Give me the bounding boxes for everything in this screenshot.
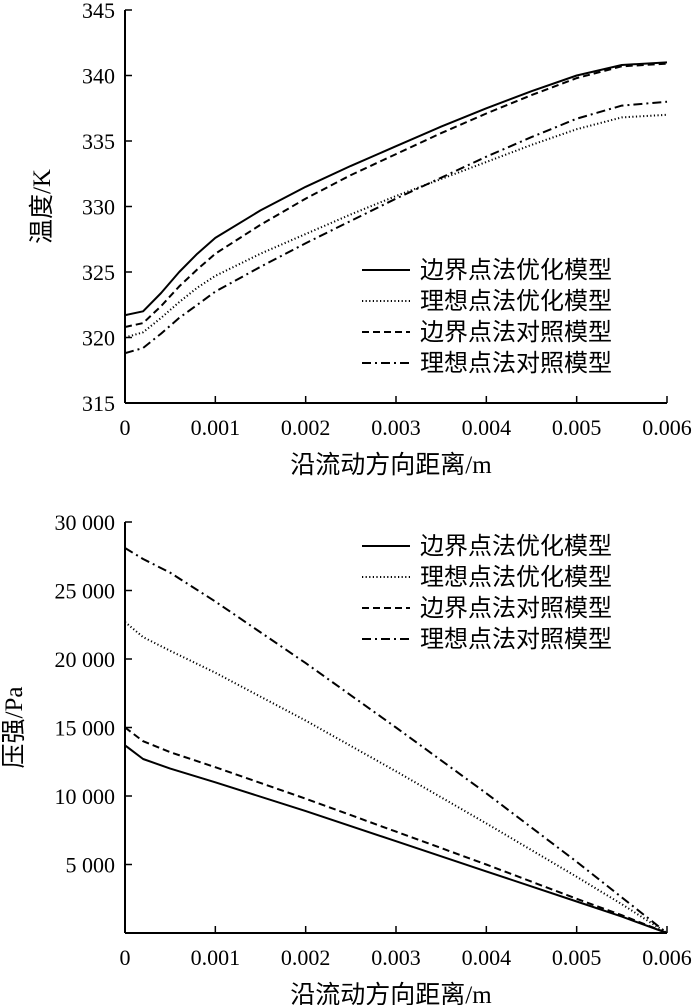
x-tick-label: 0.001 xyxy=(191,415,241,440)
legend-label-1: 理想点法优化模型 xyxy=(420,564,612,591)
temperature-chart: 0 0.001 0.002 0.003 0.004 0.005 0.006 315 320 325… xyxy=(28,0,692,479)
x-tick-label: 0 xyxy=(120,415,131,440)
y-axis-label: 压强/Pa xyxy=(1,687,28,769)
series-line-1 xyxy=(124,621,668,934)
y-tick-label: 5 000 xyxy=(66,853,116,878)
legend-label-3: 理想点法对照模型 xyxy=(420,626,612,653)
y-tick-label: 320 xyxy=(82,326,115,351)
x-tick-label: 0.002 xyxy=(281,415,331,440)
x-axis-label: 沿流动方向距离/m xyxy=(290,451,492,479)
legend-label-1: 理想点法优化模型 xyxy=(420,288,612,315)
legend-label-0: 边界点法优化模型 xyxy=(420,257,612,284)
x-tick-label: 0.005 xyxy=(552,945,602,970)
series-line-0 xyxy=(124,61,668,317)
y-tick-label: 10 000 xyxy=(55,784,116,809)
series-line-3 xyxy=(124,100,668,355)
y-tick-label: 25 000 xyxy=(55,579,116,604)
series-line-0 xyxy=(124,744,668,934)
x-axis-label: 沿流动方向距离/m xyxy=(290,981,492,1005)
x-tick-label: 0.004 xyxy=(462,945,512,970)
y-tick-label: 315 xyxy=(82,391,115,416)
x-tick-label: 0.006 xyxy=(642,945,692,970)
y-tick-label: 20 000 xyxy=(55,647,116,672)
x-tick-label: 0.006 xyxy=(642,415,692,440)
y-tick-label: 30 000 xyxy=(55,510,116,535)
x-tick-label: 0.002 xyxy=(281,945,331,970)
series-line-2 xyxy=(124,726,668,934)
legend-label-3: 理想点法对照模型 xyxy=(420,350,612,377)
x-tick-label: 0.005 xyxy=(552,415,602,440)
x-tick-label: 0.003 xyxy=(371,945,421,970)
y-axis-label: 温度/K xyxy=(28,169,56,244)
legend-label-2: 边界点法对照模型 xyxy=(420,595,612,622)
x-tick-label: 0.001 xyxy=(191,945,241,970)
x-tick-label: 0.003 xyxy=(371,415,421,440)
y-tick-label: 15 000 xyxy=(55,716,116,741)
legend-label-0: 边界点法优化模型 xyxy=(420,533,612,560)
x-tick-label: 0 xyxy=(120,945,131,970)
series-line-3 xyxy=(124,547,668,934)
y-tick-label: 330 xyxy=(82,195,115,220)
y-tick-label: 340 xyxy=(82,64,115,89)
series-line-1 xyxy=(124,113,668,339)
y-tick-label: 335 xyxy=(82,129,115,154)
y-tick-label: 325 xyxy=(82,260,115,285)
x-tick-label: 0.004 xyxy=(462,415,512,440)
legend-label-2: 边界点法对照模型 xyxy=(420,319,612,346)
series-line-2 xyxy=(124,62,668,328)
y-tick-label: 345 xyxy=(82,0,115,23)
pressure-chart: 0 0.001 0.002 0.003 0.004 0.005 0.006 5 000 10 0… xyxy=(1,510,692,1005)
